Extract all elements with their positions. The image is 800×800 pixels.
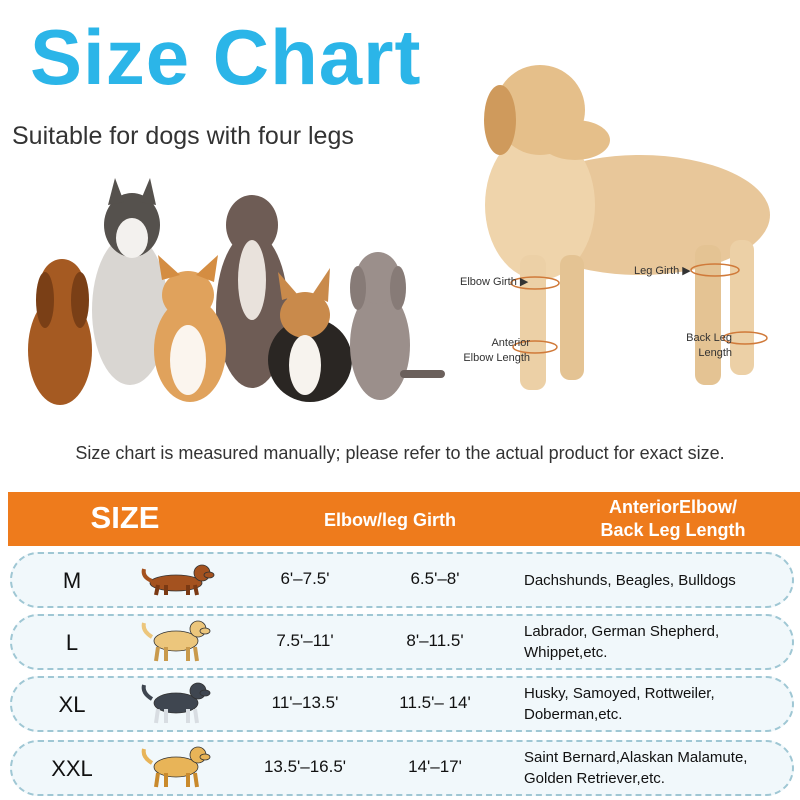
table-header: [8, 492, 800, 546]
leg-girth-cell: 11.5'– 14': [399, 693, 471, 712]
dog-icon: [141, 746, 211, 788]
breed-line: Dachshunds, Beagles, Bulldogs: [524, 571, 736, 589]
breed-line: Labrador, German Shepherd,: [524, 623, 720, 640]
husky: [92, 178, 168, 385]
leg-girth-cell: 14'–17': [408, 757, 462, 776]
header-cell: SIZE: [90, 500, 160, 535]
dachshund: [28, 259, 92, 405]
diagram-label: Leg Girth ▶: [634, 265, 691, 277]
label-line: Elbow Length: [463, 352, 530, 364]
leg-girth-cell: 6.5'–8': [410, 569, 460, 588]
breed-line: Husky, Samoyed, Rottweiler,: [524, 685, 715, 702]
elbow-girth-cell: 11'–13.5': [271, 693, 339, 712]
golden-retriever-photo: [484, 65, 770, 390]
table-row: [10, 740, 794, 796]
label-line: Leg Girth: [634, 265, 680, 277]
diagram-label: Anterior Elbow Length: [440, 336, 530, 366]
subtitle: Suitable for dogs with four legs: [12, 122, 354, 150]
elbow-girth-cell: 7.5'–11': [276, 631, 334, 650]
table-row: [10, 552, 794, 608]
breed-line: Golden Retriever,etc.: [524, 770, 665, 787]
elbow-girth-cell: 13.5'–16.5': [263, 757, 347, 776]
diagram-label: Elbow Girth ▶: [460, 276, 529, 288]
breed-line: Saint Bernard,Alaskan Malamute,: [524, 749, 748, 766]
label-line: Anterior: [491, 337, 530, 349]
table-row: [10, 614, 794, 670]
weimaraner: [350, 252, 445, 400]
dog-group-photo: [28, 178, 445, 405]
corgi: [154, 255, 226, 402]
title: Size Chart: [30, 13, 422, 101]
dog-icon: [141, 620, 211, 662]
diagram-label: Back Leg Length: [672, 331, 732, 361]
breed-line: Whippet,etc.: [524, 644, 608, 661]
label-line: Back Leg: [686, 332, 732, 344]
header-cell: AnteriorElbow/: [608, 497, 737, 517]
leg-girth-cell: 8'–11.5': [406, 631, 464, 650]
dog-icon: [141, 564, 215, 596]
note: Size chart is measured manually; please …: [75, 443, 725, 463]
size-cell: M: [62, 568, 82, 593]
header-cell: Elbow/leg Girth: [323, 510, 456, 530]
size-cell: XXL: [51, 756, 93, 781]
label-line: Length: [698, 347, 732, 359]
table-row: [10, 676, 794, 732]
label-line: Elbow Girth: [460, 276, 517, 288]
breed-line: Doberman,etc.: [524, 706, 623, 723]
tricolor-corgi: [268, 268, 352, 402]
dog-icon: [141, 682, 211, 724]
elbow-girth-cell: 6'–7.5': [280, 569, 330, 588]
header-cell: Back Leg Length: [600, 520, 746, 540]
size-cell: XL: [58, 692, 86, 717]
size-cell: L: [65, 630, 79, 655]
